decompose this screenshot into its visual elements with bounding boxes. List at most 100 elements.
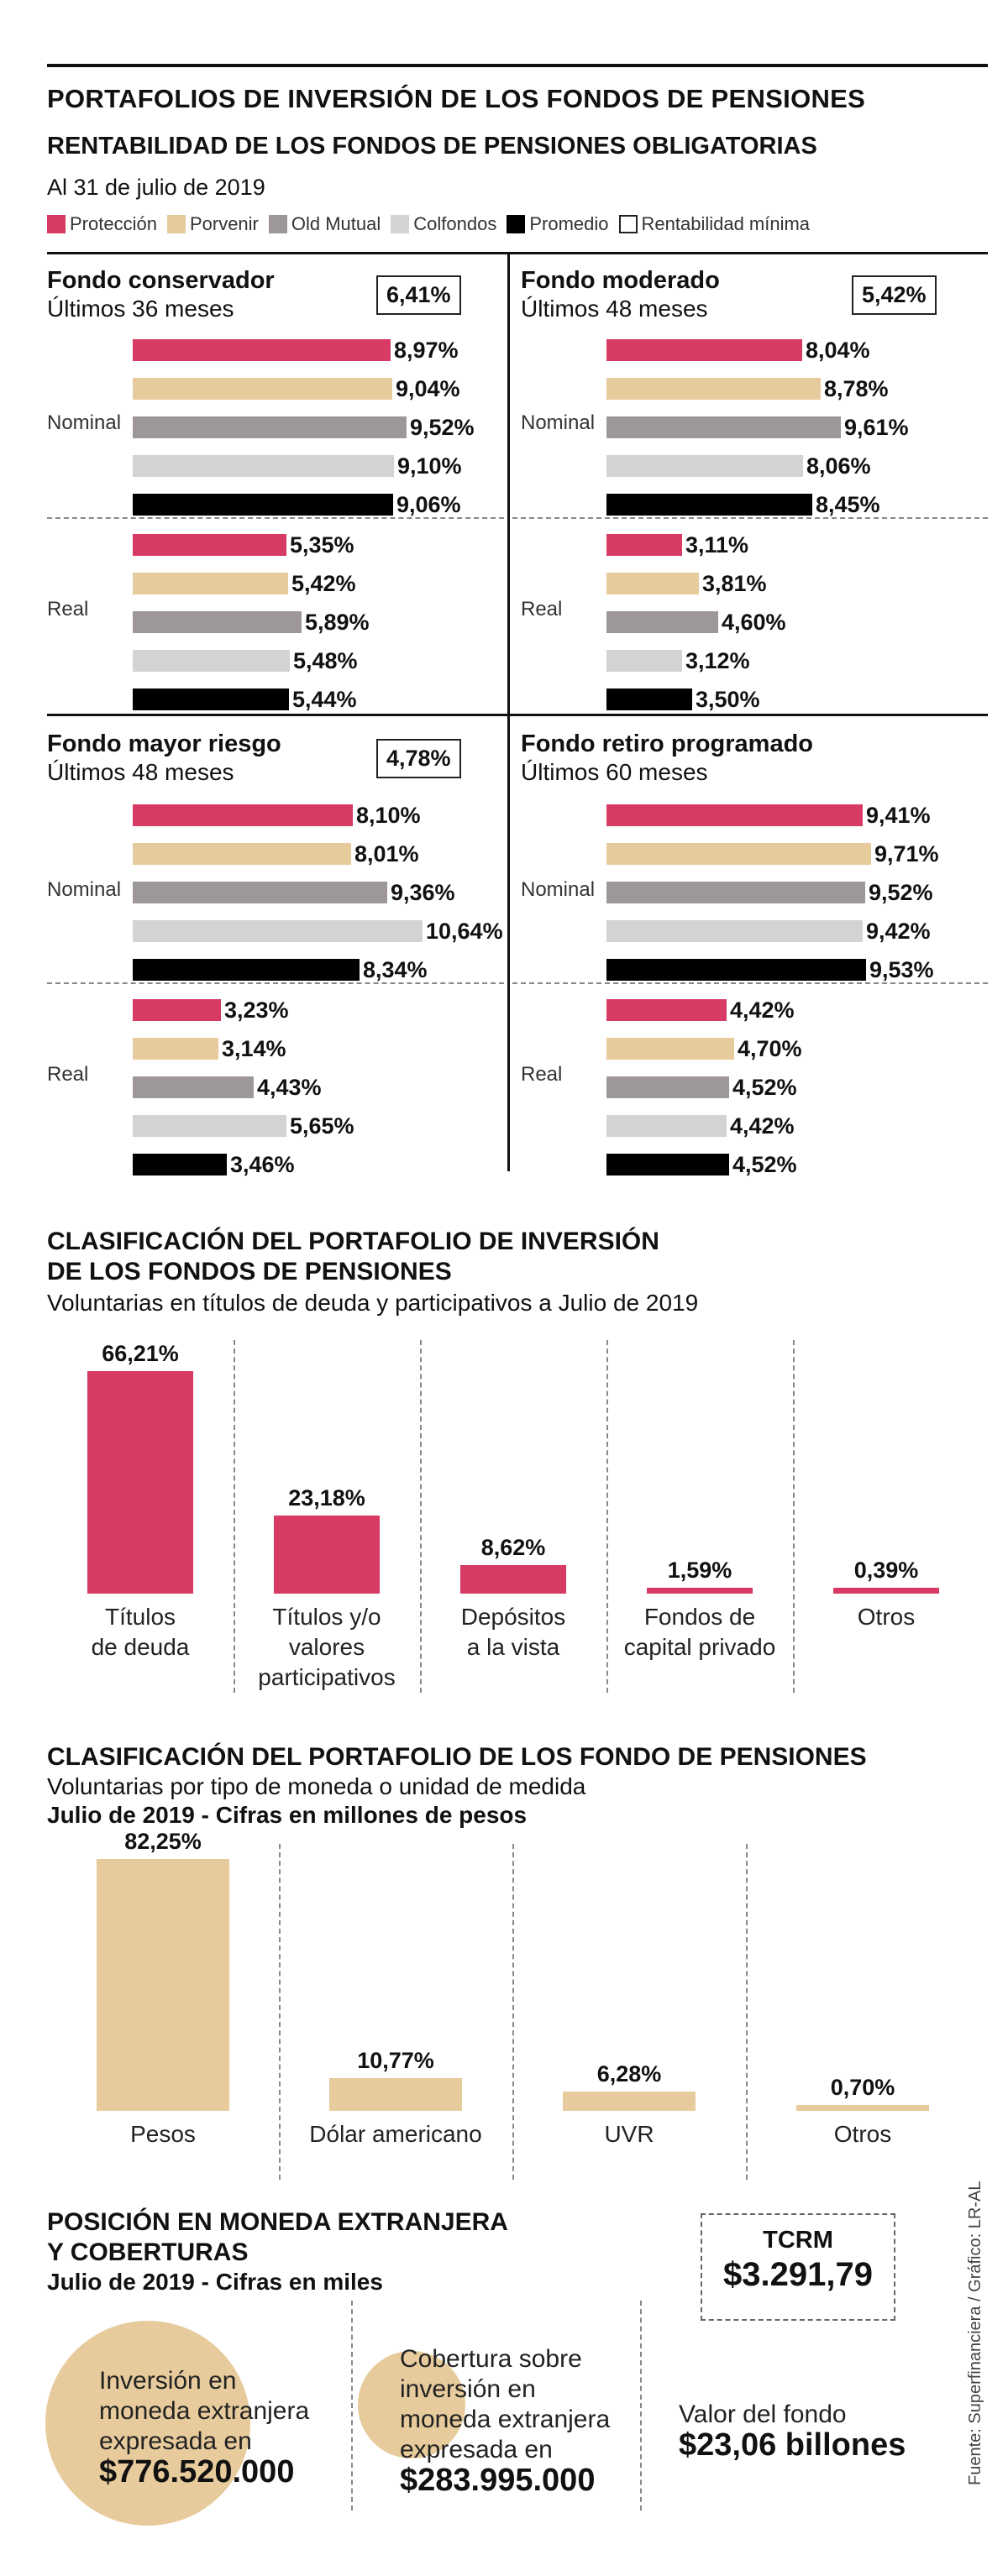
bar-nominal-porvenir: [133, 843, 351, 865]
bar-value-label: 8,01%: [354, 841, 419, 867]
position-title-line2: Y COBERTURAS: [47, 2238, 249, 2266]
bar-real-porvenir: [606, 573, 699, 594]
bar-real-colfondos: [606, 650, 682, 672]
bar-real-proteccion: [133, 999, 221, 1021]
bar-value-label: 3,50%: [696, 687, 760, 712]
bar-value-label: 9,06%: [396, 492, 461, 517]
category-divider: [279, 1844, 281, 2180]
section-rule: [47, 252, 988, 254]
panel-title-conservador: Fondo conservador: [47, 267, 275, 294]
bar-value-label: 4,70%: [738, 1036, 802, 1061]
column-category-label: UVR: [537, 2119, 722, 2149]
column-category-line: de deuda: [91, 1634, 190, 1660]
legend-item-colfondos: Colfondos: [391, 213, 496, 235]
legend-label: Promedio: [529, 213, 609, 234]
coverage-value: $283.995.000: [400, 2463, 596, 2498]
top-rule: [47, 64, 988, 67]
min-return-box: 5,42%: [852, 275, 937, 315]
bar-value-label: 8,78%: [824, 376, 889, 401]
legend-swatch: [391, 215, 410, 233]
column-titulos-y-o-valores-participativos: [274, 1516, 380, 1594]
column-value-label: 8,62%: [480, 1535, 546, 1560]
section-subtitle-moneda-line1: Voluntarias por tipo de moneda o unidad …: [47, 1773, 586, 1799]
bar-nominal-porvenir: [606, 843, 871, 865]
column-value-label: 10,77%: [357, 2048, 434, 2073]
row-label-nominal: Nominal: [47, 878, 122, 901]
investment-value: $776.520.000: [99, 2454, 295, 2490]
category-divider: [512, 1844, 514, 2180]
category-divider: [420, 1340, 422, 1693]
bar-real-porvenir: [133, 1038, 218, 1060]
column-titulos-de-deuda: [87, 1371, 193, 1594]
investment-line: Inversión en: [99, 2367, 237, 2395]
column-category-label: Títulos de deuda: [48, 1602, 233, 1662]
row-label-real: Real: [47, 598, 89, 620]
bar-value-label: 5,44%: [292, 687, 357, 712]
bar-real-colfondos: [606, 1115, 727, 1137]
bar-nominal-old-mutual: [606, 882, 865, 903]
column-category-label: Títulos y/o valores participativos: [234, 1602, 419, 1693]
legend-swatch: [268, 215, 287, 233]
position-title-line1: POSICIÓN EN MONEDA EXTRANJERA: [47, 2208, 508, 2236]
bar-nominal-colfondos: [606, 455, 803, 477]
bar-nominal-colfondos: [133, 455, 394, 477]
bar-value-label: 5,89%: [305, 610, 370, 635]
section-subtitle-moneda-line2: Julio de 2019 - Cifras en millones de pe…: [47, 1802, 528, 1828]
bar-real-proteccion: [133, 534, 286, 556]
bar-value-label: 5,65%: [290, 1113, 354, 1139]
bar-value-label: 5,42%: [291, 571, 356, 596]
bar-value-label: 4,60%: [722, 610, 786, 635]
bar-value-label: 10,64%: [426, 919, 503, 944]
tcrm-value: $3.291,79: [723, 2256, 873, 2293]
column-category-label: Depósitos a la vista: [421, 1602, 606, 1662]
bar-real-porvenir: [606, 1038, 734, 1060]
bar-value-label: 9,52%: [869, 880, 933, 905]
bar-nominal-proteccion: [133, 339, 391, 361]
source-credit: Fuente: Superfinanciera / Gráfico: LR-AL: [966, 2181, 984, 2485]
bar-value-label: 3,12%: [685, 648, 750, 673]
column-depositos-a-la-vista: [460, 1565, 566, 1594]
bar-value-label: 5,48%: [293, 648, 358, 673]
legend-item-proteccion: Protección: [47, 213, 157, 235]
coverage-line: expresada en: [400, 2436, 553, 2463]
page-date: Al 31 de julio de 2019: [47, 175, 265, 200]
bar-value-label: 9,10%: [397, 453, 462, 479]
bar-real-old-mutual: [133, 1076, 254, 1098]
bar-value-label: 9,04%: [396, 376, 460, 401]
row-label-nominal: Nominal: [521, 878, 596, 901]
nominal-real-separator: [47, 982, 504, 984]
bar-value-label: 5,35%: [290, 532, 354, 558]
investment-line: moneda extranjera: [99, 2397, 310, 2425]
legend-swatch: [507, 215, 526, 233]
bar-nominal-promedio: [606, 494, 812, 516]
bar-nominal-promedio: [133, 494, 393, 516]
bar-nominal-promedio: [133, 959, 360, 981]
quadrant-divider-horizontal: [47, 714, 988, 716]
column-category-line: Otros: [857, 1604, 916, 1630]
bar-value-label: 4,52%: [732, 1152, 797, 1177]
coverage-line: moneda extranjera: [400, 2406, 611, 2433]
nominal-real-separator: [512, 982, 988, 984]
position-divider: [351, 2301, 353, 2511]
legend-item-rentabilidad-minima: Rentabilidad mínima: [618, 213, 810, 235]
coverage-line: inversión en: [400, 2375, 536, 2403]
legend-swatch: [618, 215, 638, 233]
column-value-label: 6,28%: [596, 2061, 662, 2086]
column-value-label: 82,25%: [124, 1829, 202, 1854]
column-value-label: 0,70%: [830, 2075, 895, 2100]
column-category-line: Pesos: [130, 2121, 196, 2147]
bar-real-proteccion: [606, 999, 727, 1021]
fund-label: Valor del fondo: [679, 2401, 847, 2428]
panel-title-retiro-programado: Fondo retiro programado: [521, 730, 813, 757]
nominal-real-separator: [512, 517, 988, 519]
bar-value-label: 9,41%: [866, 803, 931, 828]
bar-real-colfondos: [133, 650, 290, 672]
bar-nominal-proteccion: [606, 804, 863, 826]
bar-nominal-porvenir: [606, 378, 821, 400]
bar-value-label: 9,61%: [844, 415, 909, 440]
category-divider: [793, 1340, 795, 1693]
legend-label: Old Mutual: [291, 213, 381, 234]
bar-value-label: 8,34%: [363, 957, 428, 982]
bar-value-label: 9,52%: [410, 415, 475, 440]
bar-nominal-proteccion: [133, 804, 353, 826]
